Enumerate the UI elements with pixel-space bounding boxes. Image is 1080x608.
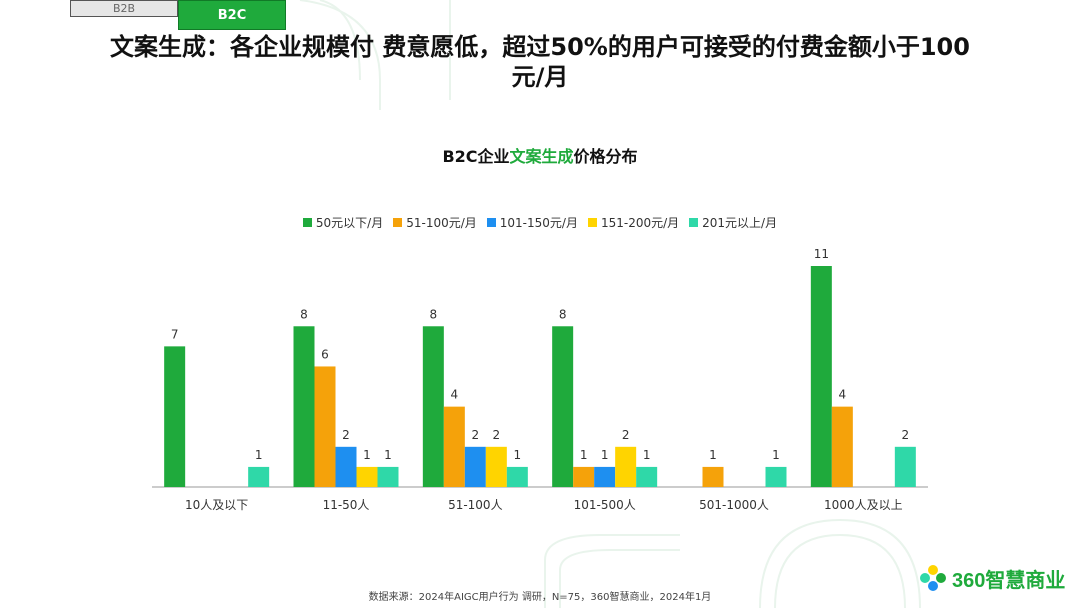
- chart-title-suffix: 价格分布: [573, 147, 638, 166]
- bar: [894, 446, 916, 487]
- bar: [506, 466, 528, 487]
- bar: [615, 446, 637, 487]
- x-tick-label: 10人及以下: [185, 498, 248, 512]
- legend-item: 151-200元/月: [587, 214, 680, 231]
- legend-swatch: [486, 218, 496, 227]
- legend-item: 50元以下/月: [302, 214, 384, 231]
- chart-title: B2C企业文案生成价格分布: [0, 143, 1080, 167]
- data-label: 1: [363, 448, 371, 462]
- brand-flower-icon: [920, 565, 946, 591]
- page-title-line1: 文案生成：各企业规模付 费意愿低，超过50%的用户可接受的付费金额小于100: [110, 33, 970, 61]
- bar: [314, 366, 336, 487]
- bar: [464, 446, 486, 487]
- legend-item: 201元以上/月: [689, 214, 777, 231]
- legend-swatch: [302, 218, 312, 227]
- data-label: 8: [559, 307, 567, 321]
- x-tick-label: 51-100人: [448, 498, 503, 512]
- data-label: 8: [300, 307, 308, 321]
- bar: [164, 346, 186, 487]
- legend-swatch: [689, 218, 699, 227]
- bar: [573, 466, 595, 487]
- legend-label: 201元以上/月: [702, 216, 778, 230]
- chart-title-prefix: B2C企业: [442, 147, 510, 166]
- data-label: 1: [643, 448, 651, 462]
- data-label: 1: [772, 448, 780, 462]
- page-title: 文案生成：各企业规模付 费意愿低，超过50%的用户可接受的付费金额小于100 元…: [40, 32, 1040, 92]
- bar: [356, 466, 378, 487]
- x-tick-label: 11-50人: [323, 498, 370, 512]
- bar: [831, 406, 853, 487]
- data-label: 2: [493, 428, 501, 442]
- chart-title-highlight: 文案生成: [509, 147, 574, 166]
- data-label: 2: [622, 428, 630, 442]
- data-label: 1: [709, 448, 717, 462]
- data-label: 1: [255, 448, 263, 462]
- bar: [248, 466, 270, 487]
- legend-label: 151-200元/月: [600, 216, 680, 230]
- legend-label: 50元以下/月: [315, 216, 384, 230]
- bar: [594, 466, 616, 487]
- legend-swatch: [393, 218, 403, 227]
- bar: [377, 466, 399, 487]
- bar: [552, 326, 574, 487]
- data-label: 1: [601, 448, 609, 462]
- brand-logo: 360智慧商业: [918, 563, 1065, 593]
- bar: [702, 466, 724, 487]
- bar: [636, 466, 658, 487]
- bar: [485, 446, 507, 487]
- x-tick-label: 1000人及以上: [824, 498, 903, 512]
- data-label: 7: [171, 327, 179, 341]
- bar: [765, 466, 787, 487]
- data-label: 1: [514, 448, 522, 462]
- data-label: 11: [814, 247, 829, 261]
- data-label: 8: [430, 307, 438, 321]
- page-title-line2: 元/月: [511, 63, 569, 91]
- tab-b2b-label: B2B: [112, 2, 136, 15]
- bar: [422, 326, 444, 487]
- data-label: 4: [451, 388, 459, 402]
- x-tick-label: 501-1000人: [699, 498, 769, 512]
- bar: [293, 326, 315, 487]
- chart-legend: 50元以下/月 51-100元/月 101-150元/月 151-200元/月 201元…: [0, 214, 1080, 231]
- legend-swatch: [587, 218, 597, 227]
- data-label: 2: [342, 428, 350, 442]
- bar: [335, 446, 357, 487]
- tab-b2c-label: B2C: [217, 7, 247, 23]
- data-label: 6: [321, 347, 329, 361]
- data-source-note: 数据来源：2024年AIGC用户行为 调研，N=75，360智慧商业，2024年…: [368, 592, 712, 603]
- bar: [810, 266, 832, 487]
- legend-item: 101-150元/月: [486, 214, 578, 231]
- data-label: 1: [384, 448, 392, 462]
- legend-label: 51-100元/月: [406, 216, 477, 230]
- brand-name: 360智慧商业: [952, 569, 1066, 592]
- tab-b2b[interactable]: B2B: [70, 0, 178, 17]
- tab-b2c[interactable]: B2C: [178, 0, 286, 30]
- data-label: 1: [580, 448, 588, 462]
- x-tick-label: 101-500人: [574, 498, 636, 512]
- data-label: 2: [472, 428, 480, 442]
- data-label: 4: [839, 388, 847, 402]
- bar: [443, 406, 465, 487]
- legend-item: 51-100元/月: [393, 214, 477, 231]
- data-label: 2: [902, 428, 910, 442]
- legend-label: 101-150元/月: [499, 216, 578, 230]
